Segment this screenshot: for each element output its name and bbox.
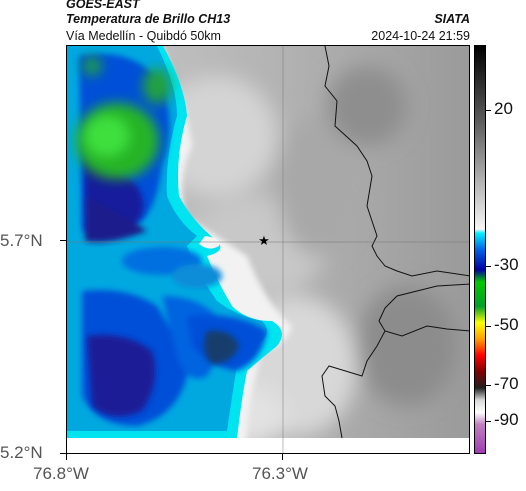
lat-label-5.7: 5.7°N <box>0 231 43 250</box>
boundary-line-north <box>324 46 469 277</box>
datetime-label: 2024-10-24 21:59 <box>371 29 470 43</box>
colorbar-tick <box>486 110 491 111</box>
colorbar-label-minus90: -90 <box>494 410 519 429</box>
colorbar-tick <box>486 326 491 327</box>
product-title: Temperatura de Brillo CH13 <box>66 12 231 26</box>
cloud-green-core <box>75 56 171 179</box>
lon-label-76.8: 76.8°W <box>33 464 89 483</box>
colorbar-gradient <box>475 46 485 453</box>
colorbar-label-minus50: -50 <box>494 315 519 334</box>
colorbar-tick <box>486 421 491 422</box>
lon-label-76.3: 76.3°W <box>252 464 308 483</box>
lon-tick <box>282 454 283 460</box>
brightness-temperature-map: ★ <box>66 45 470 454</box>
boundary-line-south <box>321 330 386 439</box>
colorbar-label-minus30: -30 <box>494 255 519 274</box>
colorbar-tick <box>486 266 491 267</box>
lat-tick <box>60 240 66 241</box>
satellite-name: GOES-EAST <box>66 0 140 11</box>
location-star-icon: ★ <box>258 234 270 249</box>
no-data-strip <box>67 438 469 453</box>
lon-tick <box>66 454 67 460</box>
lat-label-5.2: 5.2°N <box>0 443 43 462</box>
colorbar-tick <box>486 385 491 386</box>
organization-label: SIATA <box>434 12 470 26</box>
lat-tick <box>60 453 66 454</box>
colorbar-label-minus70: -70 <box>494 374 519 393</box>
map-canvas: ★ <box>67 46 469 453</box>
colorbar-label-20: 20 <box>494 99 513 118</box>
route-subtitle: Vía Medellín - Quibdó 50km <box>66 29 221 43</box>
boundary-line-east <box>378 283 469 337</box>
colorbar <box>474 45 486 454</box>
